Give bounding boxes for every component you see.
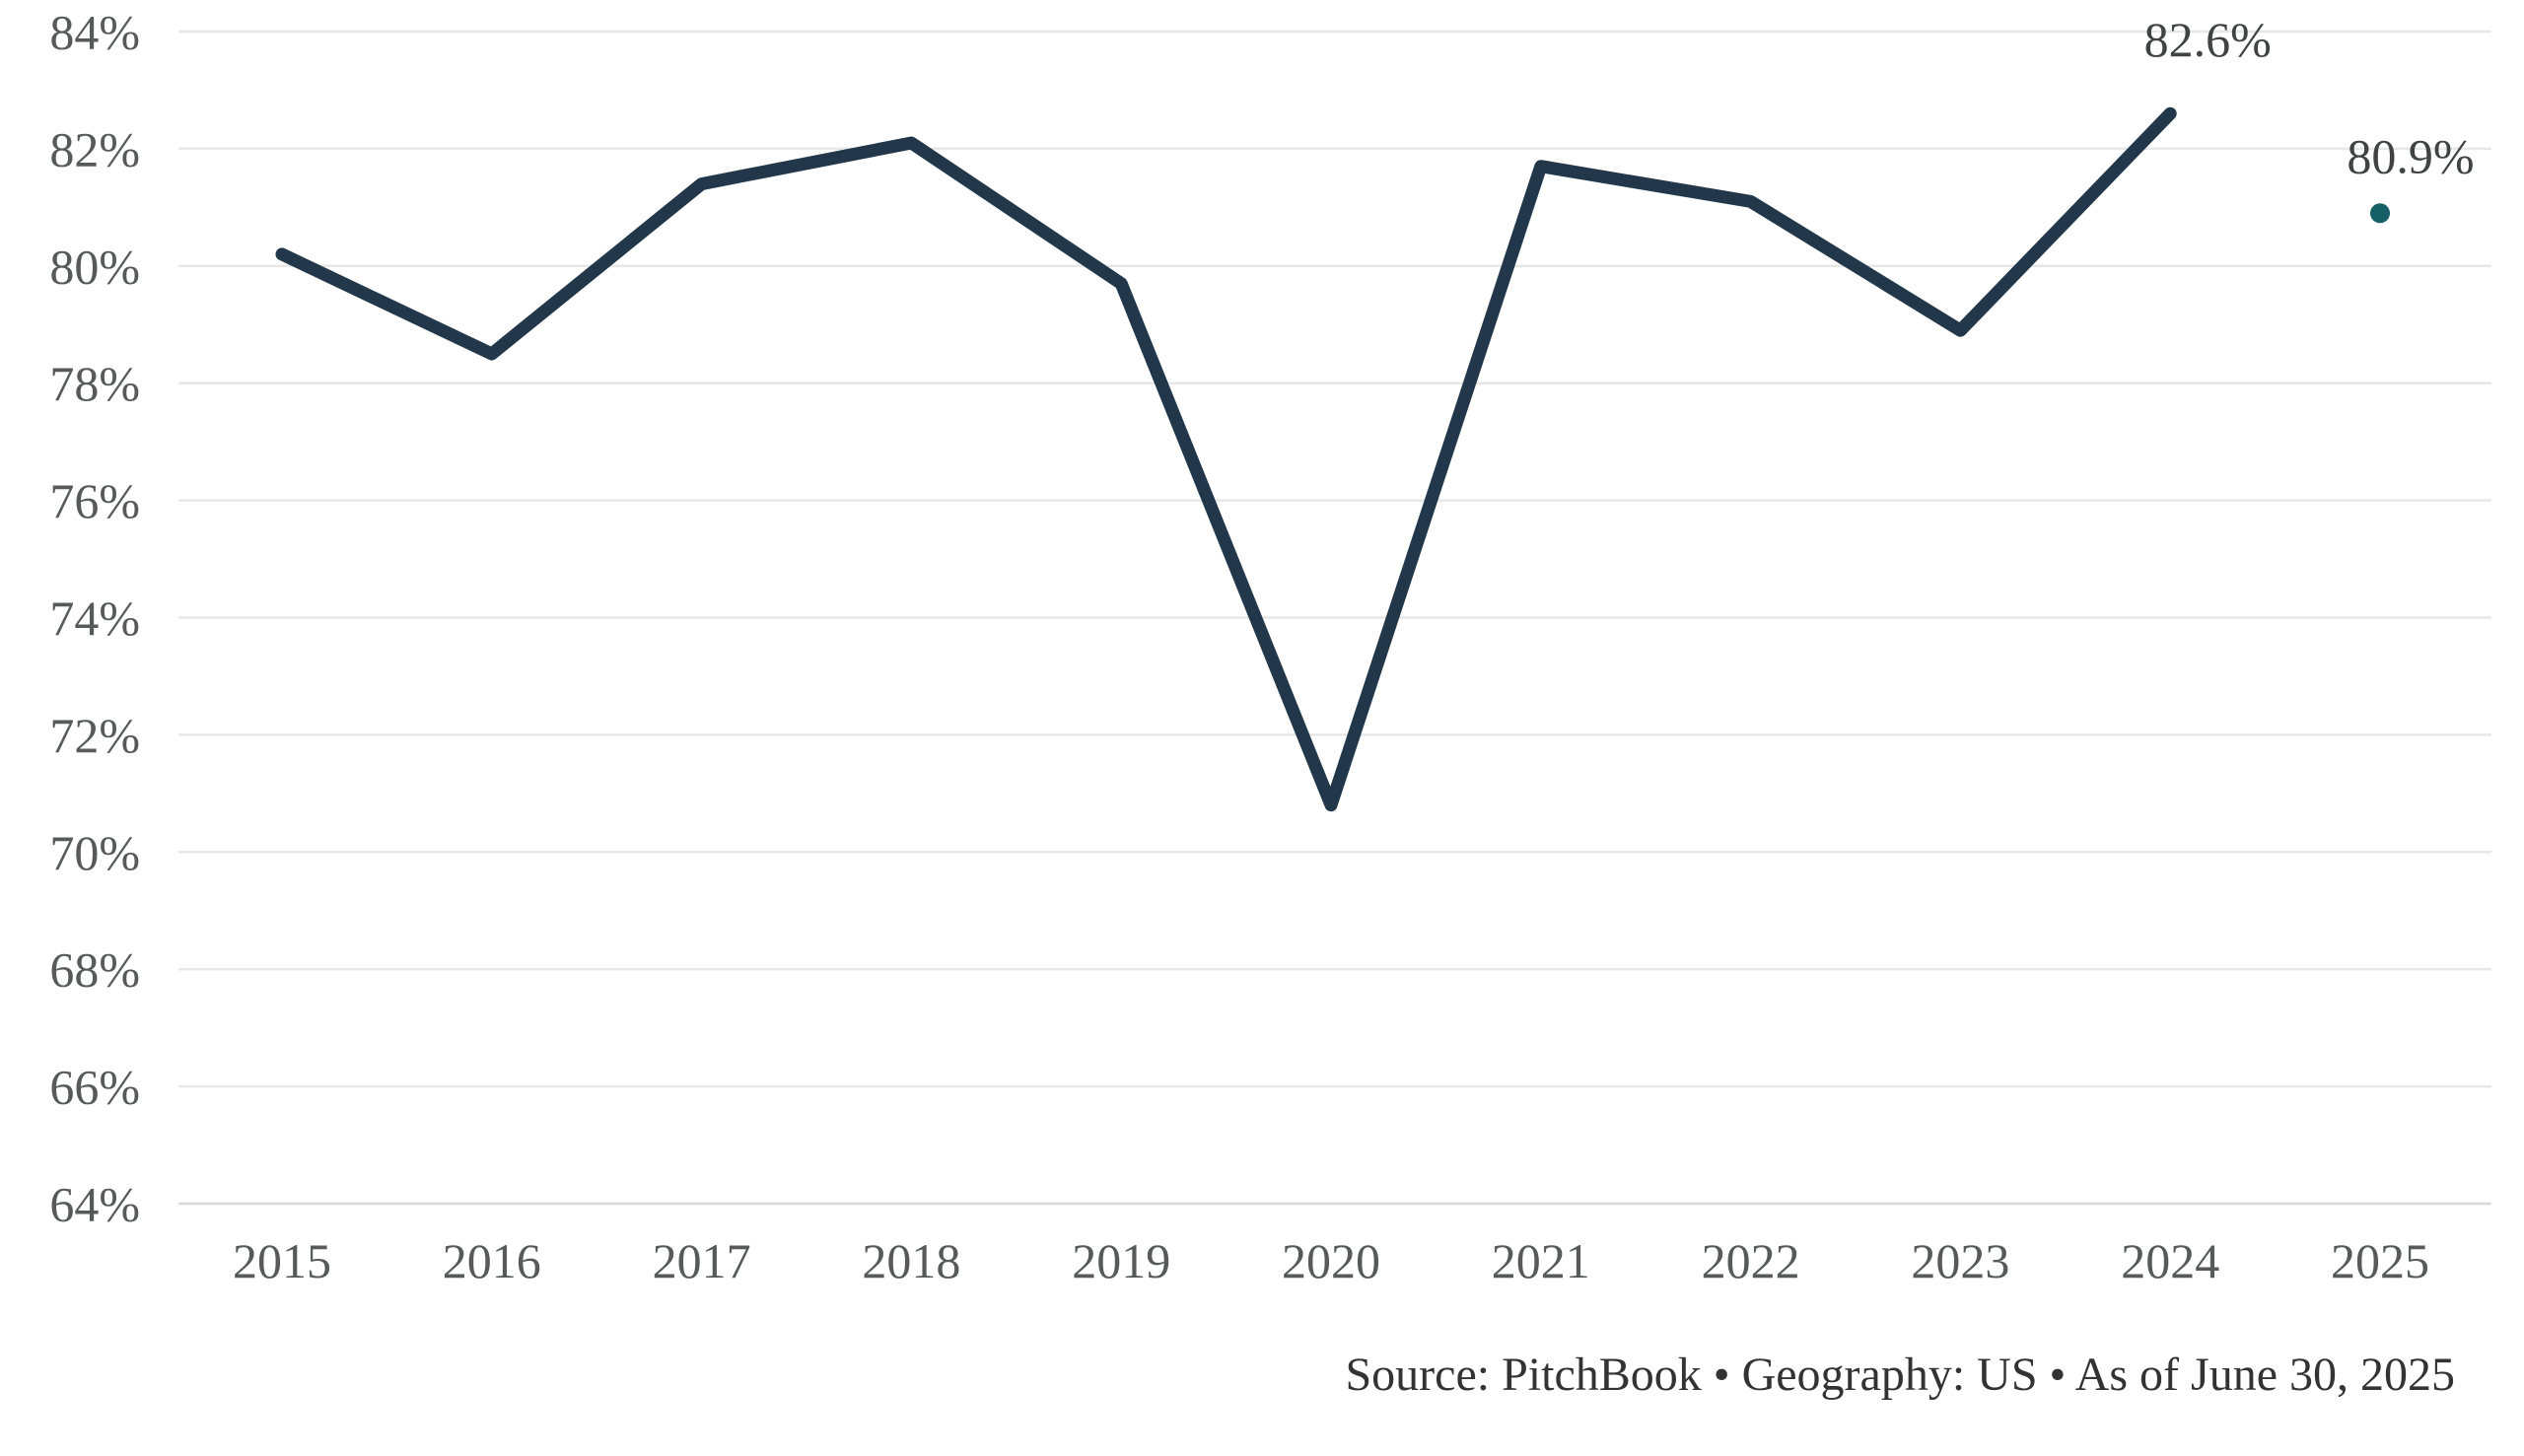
y-tick-label-66: 66% — [49, 1060, 140, 1115]
annotation-2024: 82.6% — [2144, 12, 2272, 67]
y-tick-label-84: 84% — [49, 5, 140, 60]
x-axis-tick-labels: 2015 2016 2017 2018 2019 2020 2021 2022 2023 2024… — [233, 1233, 2429, 1288]
x-tick-label-2021: 2021 — [1492, 1233, 1590, 1288]
x-tick-label-2017: 2017 — [653, 1233, 751, 1288]
x-tick-label-2015: 2015 — [233, 1233, 331, 1288]
y-tick-label-74: 74% — [49, 590, 140, 646]
point-annotations: 82.6% 80.9% — [2144, 12, 2475, 183]
x-tick-label-2024: 2024 — [2121, 1233, 2219, 1288]
x-tick-label-2025: 2025 — [2331, 1233, 2429, 1288]
y-tick-label-82: 82% — [49, 121, 140, 176]
source-caption: Source: PitchBook • Geography: US • As o… — [1345, 1349, 2455, 1401]
y-tick-label-78: 78% — [49, 356, 140, 411]
y-axis-tick-labels: 84% 82% 80% 78% 76% 74% 72% 70% 68% 66% 64% — [49, 5, 140, 1232]
series-line — [275, 106, 2177, 812]
x-tick-label-2019: 2019 — [1072, 1233, 1170, 1288]
x-tick-label-2020: 2020 — [1282, 1233, 1380, 1288]
series-layer — [275, 106, 2390, 812]
gridlines — [178, 30, 2491, 1206]
x-tick-label-2022: 2022 — [1702, 1233, 1800, 1288]
y-tick-label-64: 64% — [49, 1177, 140, 1232]
data-point-dot-2025 — [2370, 203, 2390, 224]
x-tick-label-2023: 2023 — [1911, 1233, 2009, 1288]
annotation-2025: 80.9% — [2347, 128, 2474, 183]
x-tick-label-2016: 2016 — [443, 1233, 541, 1288]
y-tick-label-70: 70% — [49, 825, 140, 880]
y-tick-label-68: 68% — [49, 942, 140, 998]
x-tick-label-2018: 2018 — [862, 1233, 960, 1288]
y-tick-label-72: 72% — [49, 708, 140, 763]
y-tick-label-80: 80% — [49, 239, 140, 294]
y-tick-label-76: 76% — [49, 473, 140, 528]
